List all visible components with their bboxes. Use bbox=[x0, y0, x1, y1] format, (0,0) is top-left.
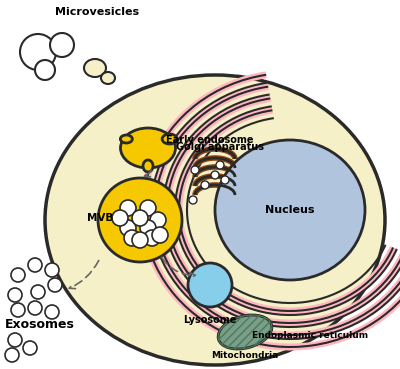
Circle shape bbox=[112, 210, 128, 226]
Circle shape bbox=[140, 220, 156, 236]
Circle shape bbox=[28, 301, 42, 315]
Circle shape bbox=[132, 232, 148, 248]
Circle shape bbox=[98, 178, 182, 262]
Circle shape bbox=[45, 305, 59, 319]
Circle shape bbox=[216, 161, 224, 169]
Circle shape bbox=[189, 196, 197, 204]
Circle shape bbox=[8, 288, 22, 302]
Circle shape bbox=[23, 341, 37, 355]
Ellipse shape bbox=[120, 135, 132, 143]
Circle shape bbox=[20, 34, 56, 70]
Circle shape bbox=[5, 348, 19, 362]
Circle shape bbox=[11, 303, 25, 317]
Ellipse shape bbox=[120, 128, 176, 168]
Circle shape bbox=[120, 220, 136, 236]
Circle shape bbox=[191, 166, 199, 174]
Text: MVB: MVB bbox=[87, 213, 113, 223]
Circle shape bbox=[35, 60, 55, 80]
Circle shape bbox=[50, 33, 74, 57]
Ellipse shape bbox=[215, 140, 365, 280]
Text: Microvesicles: Microvesicles bbox=[55, 7, 139, 17]
Circle shape bbox=[48, 278, 62, 292]
Circle shape bbox=[28, 258, 42, 272]
Circle shape bbox=[45, 263, 59, 277]
Text: Mitochondria: Mitochondria bbox=[211, 351, 279, 359]
Circle shape bbox=[201, 181, 209, 189]
Circle shape bbox=[132, 210, 148, 226]
Circle shape bbox=[152, 227, 168, 243]
Circle shape bbox=[11, 268, 25, 282]
Circle shape bbox=[144, 230, 160, 246]
Circle shape bbox=[188, 263, 232, 307]
Text: Golgi apparatus: Golgi apparatus bbox=[176, 142, 264, 152]
Circle shape bbox=[8, 333, 22, 347]
Circle shape bbox=[140, 200, 156, 216]
Text: Early endosome: Early endosome bbox=[166, 135, 254, 145]
Ellipse shape bbox=[143, 160, 153, 172]
Circle shape bbox=[124, 230, 140, 246]
Ellipse shape bbox=[84, 59, 106, 77]
Circle shape bbox=[211, 171, 219, 179]
Text: Endoplasmic reticulum: Endoplasmic reticulum bbox=[252, 331, 368, 339]
Text: Lysosome: Lysosome bbox=[183, 315, 237, 325]
Ellipse shape bbox=[45, 75, 385, 365]
Ellipse shape bbox=[162, 134, 177, 144]
Text: Exosomes: Exosomes bbox=[5, 318, 75, 331]
Circle shape bbox=[31, 285, 45, 299]
Circle shape bbox=[221, 176, 229, 184]
Ellipse shape bbox=[218, 315, 272, 349]
Circle shape bbox=[120, 200, 136, 216]
Text: Nucleus: Nucleus bbox=[265, 205, 315, 215]
Circle shape bbox=[150, 212, 166, 228]
Ellipse shape bbox=[101, 72, 115, 84]
